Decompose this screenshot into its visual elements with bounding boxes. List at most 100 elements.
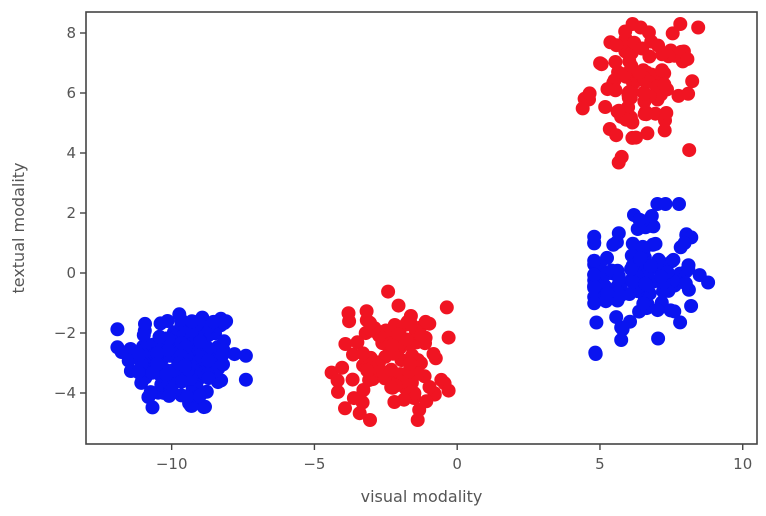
scatter-point: [174, 374, 189, 389]
scatter-point: [410, 413, 425, 427]
scatter-point: [441, 383, 456, 398]
scatter-point: [143, 385, 158, 400]
scatter-point: [238, 372, 253, 387]
scatter-point: [193, 334, 208, 349]
scatter-point: [684, 299, 699, 313]
scatter-point: [650, 197, 665, 211]
scatter-point: [356, 383, 371, 397]
scatter-point: [587, 279, 602, 294]
scatter-point: [342, 314, 357, 329]
scatter-point: [635, 239, 650, 254]
plot-area-frame: [85, 11, 758, 445]
scatter-point: [418, 314, 433, 329]
scatter-point: [682, 143, 697, 158]
scatter-point: [632, 65, 647, 80]
scatter-point: [657, 123, 672, 138]
scatter-point: [441, 330, 456, 345]
scatter-point: [681, 86, 696, 101]
scatter-point: [600, 286, 615, 301]
scatter-point: [385, 338, 400, 353]
scatter-point: [677, 236, 692, 251]
scatter-point: [201, 353, 216, 368]
scatter-point: [331, 384, 345, 399]
scatter-point: [419, 394, 434, 409]
scatter-point: [618, 24, 633, 39]
scatter-point: [582, 86, 597, 101]
scatter-point: [636, 296, 651, 311]
scatter-point: [657, 77, 672, 92]
scatter-point: [184, 314, 199, 329]
scatter-point: [161, 343, 176, 358]
scatter-point: [681, 262, 696, 277]
scatter-point: [153, 316, 168, 331]
scatter-point: [691, 20, 706, 35]
scatter-point: [655, 63, 669, 78]
scatter-point: [666, 252, 681, 267]
scatter-point: [198, 399, 212, 414]
scatter-point: [638, 276, 653, 291]
scatter-point: [654, 269, 669, 284]
scatter-point: [629, 130, 643, 145]
scatter-point: [363, 315, 377, 330]
scatter-point: [162, 388, 177, 403]
scatter-point: [356, 346, 370, 361]
scatter-point: [588, 345, 603, 360]
y-tick-label: −4: [54, 384, 76, 402]
scatter-point: [399, 332, 414, 347]
scatter-point: [625, 274, 640, 289]
scatter-point: [632, 212, 647, 227]
y-tick-label: 8: [66, 24, 76, 42]
scatter-point: [192, 388, 207, 403]
scatter-point: [663, 303, 678, 318]
scatter-point: [587, 296, 602, 311]
scatter-point: [613, 288, 628, 303]
scatter-point: [608, 55, 623, 69]
scatter-point: [384, 380, 399, 395]
scatter-point: [152, 329, 167, 344]
scatter-point: [201, 371, 216, 386]
y-tick-label: 6: [66, 84, 76, 102]
scatter-point: [609, 128, 624, 143]
scatter-point: [633, 20, 648, 35]
y-tick-label: −2: [54, 324, 76, 342]
scatter-point: [633, 251, 648, 266]
scatter-point: [426, 347, 441, 361]
scatter-point: [217, 316, 232, 331]
scatter-point: [177, 359, 192, 373]
y-tick-label: 2: [66, 204, 76, 222]
scatter-point: [673, 315, 688, 330]
scatter-point: [360, 363, 375, 378]
scatter-point: [359, 304, 374, 319]
scatter-point: [651, 331, 666, 346]
scatter-point: [624, 262, 639, 276]
x-tick-label: 10: [733, 455, 752, 473]
scatter-point: [600, 82, 615, 97]
scatter-point: [159, 367, 174, 382]
scatter-point: [335, 360, 350, 375]
scatter-point: [174, 312, 189, 327]
scatter-point: [692, 268, 707, 283]
scatter-point: [609, 38, 624, 53]
scatter-point: [594, 57, 609, 72]
points-layer: [110, 17, 716, 427]
scatter-point: [606, 237, 621, 252]
scatter-point: [598, 100, 613, 114]
scatter-point: [650, 303, 665, 318]
scatter-point: [614, 320, 629, 335]
scatter-point: [150, 356, 165, 371]
scatter-point: [680, 52, 695, 67]
scatter-point: [145, 400, 160, 415]
scatter-point: [350, 335, 365, 350]
scatter-point: [678, 276, 693, 291]
scatter-point: [114, 345, 129, 359]
y-axis-title: textual modality: [9, 162, 28, 293]
scatter-point: [384, 362, 399, 377]
scatter-point: [587, 253, 602, 268]
scatter-point: [338, 337, 353, 351]
scatter-point: [404, 317, 419, 332]
scatter-point: [640, 126, 655, 141]
scatter-point: [575, 101, 590, 116]
scatter-point: [381, 284, 396, 299]
scatter-point: [391, 298, 406, 313]
